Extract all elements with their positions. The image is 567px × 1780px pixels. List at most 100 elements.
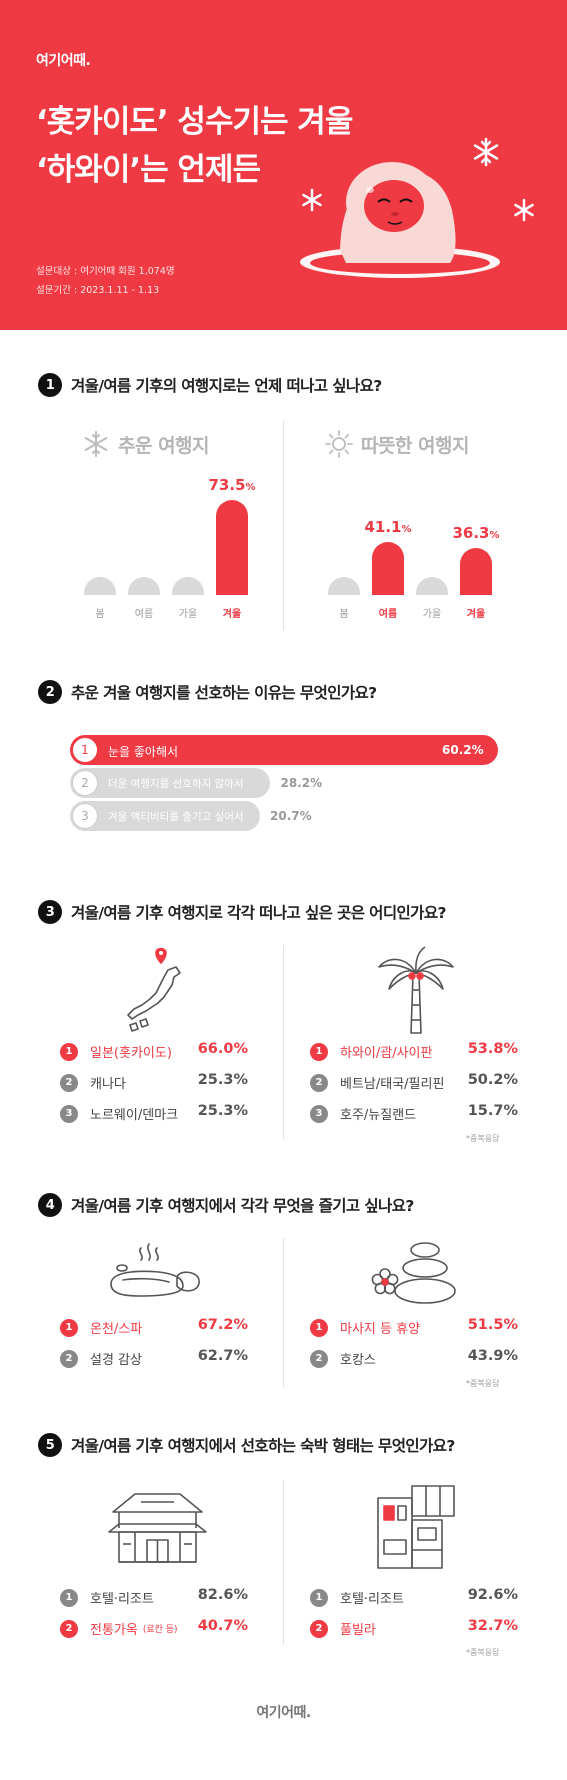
rank-name: 호텔·리조트 xyxy=(340,1592,404,1607)
rank-row: 2 호캉스 xyxy=(310,1349,376,1368)
reason-value: 60.2% xyxy=(442,743,484,757)
rank-name: 일본(홋카이도) xyxy=(90,1046,172,1061)
question-3-title: 3 겨울/여름 기후 여행지로 각각 떠나고 싶은 곳은 어디인가요? xyxy=(38,900,446,924)
rank-value: 66.0% xyxy=(197,1041,248,1057)
hero-title-line2: ‘하와이’는 언제든 xyxy=(36,152,261,188)
panel-divider xyxy=(283,1480,284,1645)
footnote: *중복응답 xyxy=(466,1648,500,1657)
reason-value: 20.7% xyxy=(270,809,312,823)
reason-value: 28.2% xyxy=(280,776,323,790)
rank-badge: 2 xyxy=(310,1349,328,1368)
sun-icon xyxy=(325,430,353,458)
bar-겨울 xyxy=(460,548,492,595)
question-number-badge: 5 xyxy=(38,1433,62,1457)
panel-cold-title: 추운 여행지 xyxy=(82,430,210,458)
rank-badge: 1 xyxy=(60,1588,78,1607)
rank-value: 40.7% xyxy=(197,1618,248,1634)
footer-brand-logo: 여기어때. xyxy=(256,1705,311,1721)
rank-row: 2 설경 감상 xyxy=(60,1349,142,1368)
rank-value: 43.9% xyxy=(467,1348,518,1364)
rank-row: 2 전통가옥 (료칸 등) xyxy=(60,1619,178,1638)
question-5-title: 5 겨울/여름 기후 여행지에서 선호하는 숙박 형태는 무엇인가요? xyxy=(38,1433,455,1457)
rank-badge: 1 xyxy=(310,1318,328,1337)
panel-warm-title: 따뜻한 여행지 xyxy=(325,430,470,458)
bar-봄 xyxy=(328,577,360,595)
rank-row: 2 캐나다 xyxy=(60,1073,126,1092)
bar-category-label: 봄 xyxy=(95,609,105,620)
question-text: 겨울/여름 기후 여행지에서 선호하는 숙박 형태는 무엇인가요? xyxy=(71,1437,455,1455)
question-text: 겨울/여름 기후 여행지에서 각각 무엇을 즐기고 싶나요? xyxy=(71,1197,414,1215)
rank-badge: 2 xyxy=(60,1349,78,1368)
rank-value: 82.6% xyxy=(197,1587,248,1603)
rank-badge: 2 xyxy=(310,1619,328,1638)
bar-category-label: 가을 xyxy=(178,609,198,620)
villa-icon xyxy=(377,1485,455,1569)
bar-category-label: 여름 xyxy=(378,609,398,620)
rank-row: 1 마사지 등 휴양 xyxy=(310,1318,420,1337)
question-1-title: 1 겨울/여름 기후의 여행지로는 언제 떠나고 싶나요? xyxy=(38,373,382,397)
hero-title-line1: ‘홋카이도’ 성수기는 겨울 xyxy=(36,104,353,140)
bar-가을 xyxy=(416,577,448,595)
rank-badge: 3 xyxy=(60,1104,78,1123)
rank-value: 15.7% xyxy=(467,1103,518,1119)
panel-divider xyxy=(283,945,284,1140)
japan-map-pin-icon xyxy=(127,947,181,1032)
snowflake-icon xyxy=(302,137,534,222)
rank-name: 풀빌라 xyxy=(340,1623,376,1638)
rank-badge: 2 xyxy=(310,1073,328,1092)
bar-겨울 xyxy=(216,500,248,595)
rank-name: 노르웨이/덴마크 xyxy=(90,1108,179,1123)
bar-가을 xyxy=(172,577,204,595)
bar-category-label: 여름 xyxy=(134,609,154,620)
bar-category-label: 가을 xyxy=(422,609,442,620)
reason-bar xyxy=(70,735,498,765)
palm-tree-icon xyxy=(378,946,454,1034)
rank-name: 호캉스 xyxy=(340,1353,376,1368)
bar-value-label: 73.5% xyxy=(208,476,256,494)
rank-name: 호주/뉴질랜드 xyxy=(340,1108,417,1123)
rank-row: 2 베트남/태국/필리핀 xyxy=(310,1073,444,1092)
rank-badge: 1 xyxy=(60,1042,78,1061)
bar-category-label: 겨울 xyxy=(222,609,242,620)
rank-name: 베트남/태국/필리핀 xyxy=(340,1077,445,1092)
rank-row: 1 일본(홋카이도) xyxy=(60,1042,172,1061)
rank-name: 온천/스파 xyxy=(90,1322,143,1337)
traditional-house-icon xyxy=(108,1493,207,1563)
rank-badge: 2 xyxy=(72,770,98,796)
rank-badge: 1 xyxy=(310,1042,328,1061)
rank-value: 50.2% xyxy=(467,1072,518,1088)
brand-logo: 여기어때. xyxy=(36,53,91,69)
panel-divider xyxy=(283,1238,284,1388)
bar-value-label: 36.3% xyxy=(452,524,500,543)
rank-badge: 2 xyxy=(60,1073,78,1092)
reason-label: 눈을 좋아해서 xyxy=(108,745,179,759)
survey-period: 설문기간 : 2023.1.11 - 1.13 xyxy=(36,285,160,296)
rank-row: 2 풀빌라 xyxy=(310,1619,376,1638)
rank-value: 25.3% xyxy=(197,1072,248,1088)
panel-divider xyxy=(283,420,284,630)
rank-value: 67.2% xyxy=(197,1317,248,1333)
snowflake-icon xyxy=(84,431,108,457)
reason-bar xyxy=(70,801,260,831)
rank-row: 1 하와이/괌/사이판 xyxy=(310,1042,432,1061)
rank-value: 53.8% xyxy=(467,1041,518,1057)
rank-badge: 1 xyxy=(60,1318,78,1337)
bar-category-label: 겨울 xyxy=(466,609,486,620)
rank-value: 32.7% xyxy=(467,1618,518,1634)
footnote: *중복응답 xyxy=(466,1134,500,1143)
rank-row: 1 온천/스파 xyxy=(60,1318,142,1337)
rank-badge: 3 xyxy=(310,1104,328,1123)
rank-badge: 3 xyxy=(72,803,98,829)
panel-cold-label: 추운 여행지 xyxy=(118,434,210,457)
rank-name: 호텔·리조트 xyxy=(90,1592,154,1607)
rank-value: 25.3% xyxy=(197,1103,248,1119)
hot-spring-icon xyxy=(110,1243,200,1297)
reason-label: 더운 여행지를 선호하지 않아서 xyxy=(108,778,244,790)
question-text: 추운 겨울 여행지를 선호하는 이유는 무엇인가요? xyxy=(71,684,377,702)
rank-badge: 1 xyxy=(310,1588,328,1607)
hero-title: ‘홋카이도’ 성수기는 겨울 ‘하와이’는 언제든 xyxy=(36,98,353,194)
question-number-badge: 2 xyxy=(38,680,62,704)
panel-warm-label: 따뜻한 여행지 xyxy=(361,434,470,457)
question-text: 겨울/여름 기후의 여행지로는 언제 떠나고 싶나요? xyxy=(71,377,382,395)
rank-name: 하와이/괌/사이판 xyxy=(340,1046,433,1061)
